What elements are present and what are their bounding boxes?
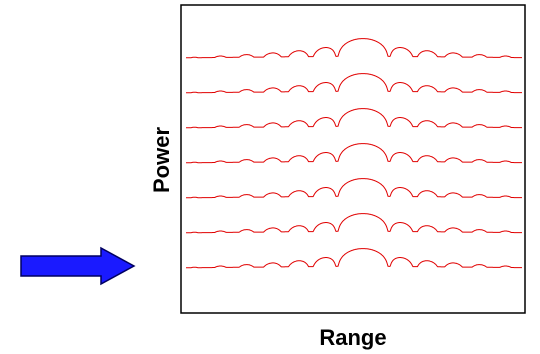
curves: [186, 38, 522, 269]
plot-frame: [180, 4, 526, 314]
arrow: [20, 246, 136, 286]
x-axis-label: Range: [319, 325, 386, 350]
y-axis-label: Power: [149, 127, 174, 193]
curve: [186, 108, 522, 129]
curve: [186, 38, 522, 59]
curve: [186, 248, 522, 269]
curve: [186, 143, 522, 164]
curve: [186, 213, 522, 234]
curve: [186, 73, 522, 94]
curve: [186, 178, 522, 199]
